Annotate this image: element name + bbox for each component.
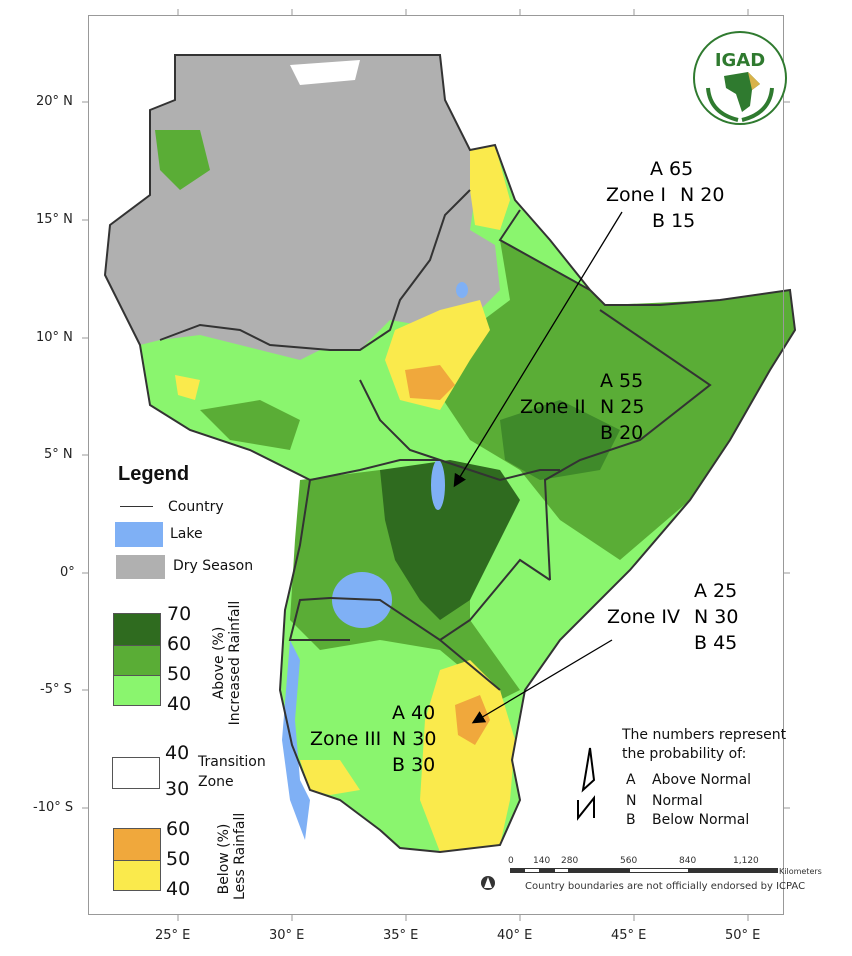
lat-tick: -5° S [40,682,72,697]
lon-tick: 35° E [383,928,419,943]
lat-tick: 15° N [36,212,73,227]
lake-swatch [115,522,163,547]
zone-2-name: Zone II [520,396,586,418]
scale-label: 140 [533,856,551,866]
no-data-patch [290,60,360,85]
zone-1-normal: N 20 [680,184,725,206]
transition-label2: Zone [198,774,234,790]
zone-2-above: A 55 [600,370,644,392]
zone-1-below: B 15 [652,210,696,232]
zone-1-name: Zone I [606,184,667,206]
country-borders [103,54,797,854]
note-key-a: A [626,772,636,788]
legend-lake: Lake [170,526,203,542]
lat-tick: 5° N [44,447,73,462]
zone-3-below: B 30 [392,754,436,776]
above-value: 40 [167,693,192,715]
lon-tick: 30° E [269,928,305,943]
legend-title: Legend [118,463,190,485]
note-key-b: B [626,812,636,828]
zone-3-normal: N 30 [392,728,437,750]
lon-tick: 40° E [497,928,533,943]
zone-1-above: A 65 [650,158,694,180]
igad-logo: IGAD [693,31,787,125]
scale-label: 0 [508,856,514,866]
zone-4-name: Zone IV [607,606,681,628]
zone-2-below: B 20 [600,422,644,444]
note-label-a: Above Normal [652,772,752,788]
lat-tick: -10° S [33,800,74,815]
dry-season-swatch [116,555,165,579]
region-above-60-ne [500,400,620,480]
below-40-50-swatch [113,860,161,891]
zone-4-arrow [471,639,613,724]
zone-1-arrow [453,211,623,488]
above-value: 70 [167,603,192,625]
transition-swatch [112,757,160,789]
map-frame [88,15,784,915]
transition-value: 40 [165,742,190,764]
region-above-60 [380,460,520,620]
scale-label: 840 [679,856,697,866]
scale-label: 560 [620,856,638,866]
lake-tanganyika [282,640,310,840]
below-label: Below (%) Less Rainfall [216,812,248,900]
lon-tick: 45° E [611,928,647,943]
lat-tick: 10° N [36,330,73,345]
transition-label1: Transition [198,754,266,770]
above-value: 60 [167,633,192,655]
note-line1: The numbers represent [622,727,787,743]
note-line2: the probability of: [622,746,747,762]
above-40-50-swatch [113,675,161,706]
lon-tick: 25° E [155,928,191,943]
scale-unit: Kilometers [779,867,822,876]
above-label: Above (%) Increased Rainfall [211,600,243,726]
zone-4-above: A 25 [694,580,738,602]
note-label-n: Normal [652,793,703,809]
north-arrow-icon [577,747,596,821]
lake-turkana [431,460,445,510]
above-60-70-swatch [113,613,161,646]
zone-3-name: Zone III [310,728,382,750]
lat-tick: 20° N [36,94,73,109]
lat-tick: 0° [60,565,75,580]
small-north-arrow-icon [481,876,495,890]
scale-label: 280 [561,856,579,866]
above-50-60-swatch [113,645,161,676]
zone-3-above: A 40 [392,702,436,724]
region-below-40 [175,145,515,852]
below-value: 50 [166,848,191,870]
lake-tana [456,282,468,298]
disclaimer: Country boundaries are not officially en… [525,881,806,892]
note-key-n: N [626,793,637,809]
transition-value: 30 [165,778,190,800]
graticule-ticks [82,9,790,921]
zone-4-below: B 45 [694,632,738,654]
note-label-b: Below Normal [652,812,750,828]
country-line-swatch [120,506,153,507]
legend-country: Country [168,499,224,515]
scale-label: 1,120 [733,856,759,866]
svg-text:IGAD: IGAD [715,50,765,71]
below-value: 60 [166,818,191,840]
lon-tick: 50° E [725,928,761,943]
above-value: 50 [167,663,192,685]
legend-dry-season: Dry Season [173,558,254,574]
below-value: 40 [166,878,191,900]
below-50-60-swatch [113,828,161,861]
zone-2-normal: N 25 [600,396,645,418]
region-dry-season [105,55,500,360]
zone-4-normal: N 30 [694,606,739,628]
scale-bar [510,868,778,873]
